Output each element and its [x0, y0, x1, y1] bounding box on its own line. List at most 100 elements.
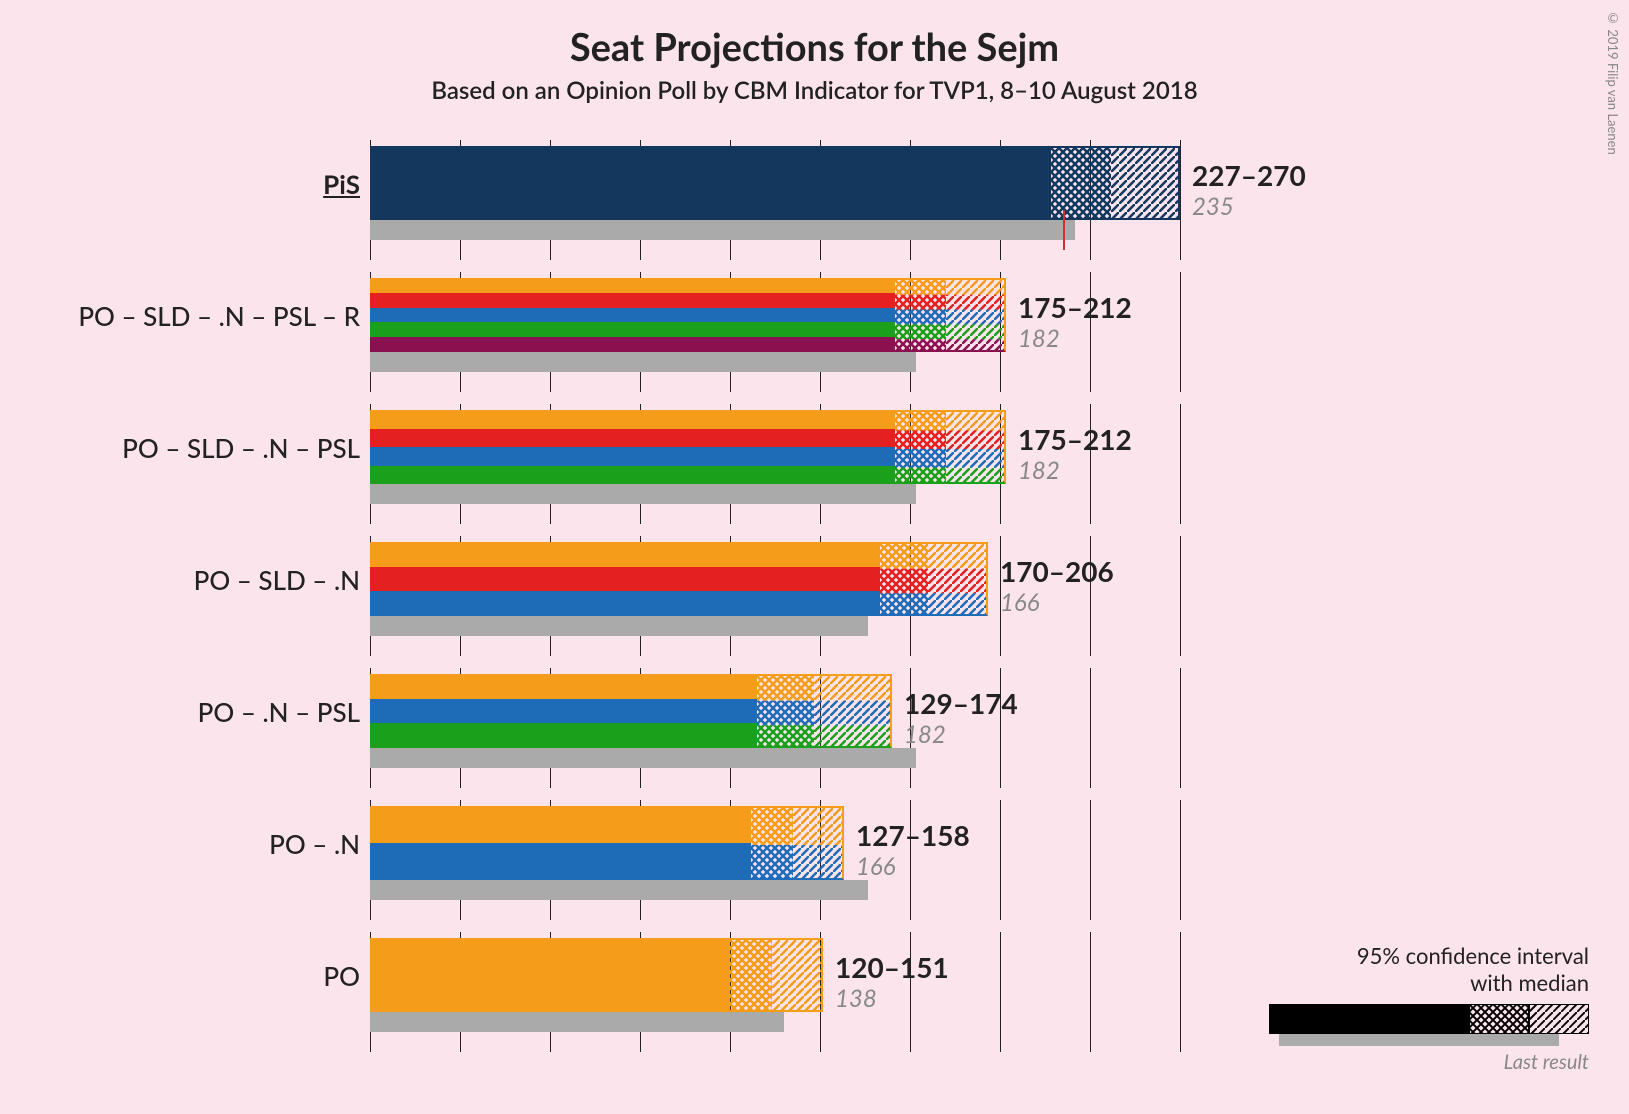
bar-stripe: [370, 699, 757, 724]
value-range-label: 120–151: [835, 950, 949, 984]
last-result-bar: [370, 880, 868, 900]
last-result-bar: [370, 616, 868, 636]
bar-solid: [370, 542, 880, 616]
chart-row: PO – SLD – .N – PSL175–212182: [370, 404, 1180, 524]
bar-diagonal: [1111, 146, 1180, 220]
gridline: [1180, 800, 1181, 920]
previous-value-label: 182: [1018, 324, 1060, 353]
bar-diagonal: [928, 542, 988, 616]
gridline: [1180, 140, 1181, 260]
bar-crosshatch: [730, 938, 772, 1012]
value-range-label: 175–212: [1018, 290, 1132, 324]
bar-solid: [370, 410, 895, 484]
value-range-label: 127–158: [856, 818, 970, 852]
bar-crosshatch: [895, 410, 946, 484]
bar-stripe: [370, 337, 895, 352]
gridline: [1000, 800, 1001, 920]
chart-title: Seat Projections for the Sejm: [0, 0, 1629, 70]
bar-stripe: [370, 466, 895, 485]
bar-stripe: [370, 278, 895, 293]
previous-value-label: 182: [1018, 456, 1060, 485]
previous-value-label: 138: [835, 984, 877, 1013]
bar-crosshatch: [757, 674, 814, 748]
bar-crosshatch: [751, 806, 793, 880]
chart-row: PO120–151138: [370, 932, 1180, 1052]
bar-diagonal: [814, 674, 892, 748]
bar-stripe: [370, 447, 895, 466]
value-range-label: 129–174: [904, 686, 1018, 720]
previous-value-label: 166: [1000, 588, 1040, 617]
gridline: [1180, 536, 1181, 656]
gridline: [1180, 932, 1181, 1052]
bar-stripe: [370, 591, 880, 616]
row-label: PO – .N: [269, 828, 360, 860]
chart-row: PO – .N127–158166: [370, 800, 1180, 920]
row-label: PO – SLD – .N – PSL – R: [78, 300, 360, 332]
legend-solid-segment: [1269, 1004, 1469, 1034]
chart-row: PO – SLD – .N – PSL – R175–212182: [370, 272, 1180, 392]
bar-stripe: [370, 674, 757, 699]
row-label: PO: [323, 960, 360, 992]
bar-stripe: [370, 723, 757, 748]
majority-threshold-line: [1063, 210, 1065, 250]
legend-last-result-bar: [1279, 1034, 1559, 1046]
chart-plot-area: PiS227–270235PO – SLD – .N – PSL – R175–…: [370, 140, 1180, 1060]
row-label: PO – SLD – .N: [194, 564, 360, 596]
legend-bar: [1269, 1004, 1589, 1048]
legend-diagonal-segment: [1529, 1004, 1589, 1034]
previous-value-label: 235: [1192, 192, 1234, 221]
bar-stripe: [370, 293, 895, 308]
bar-stripe: [370, 806, 751, 843]
gridline: [1090, 800, 1091, 920]
last-result-bar: [370, 484, 916, 504]
previous-value-label: 166: [856, 852, 896, 881]
bar-solid: [370, 146, 1051, 220]
bar-crosshatch: [880, 542, 928, 616]
chart-row: PiS227–270235: [370, 140, 1180, 260]
previous-value-label: 182: [904, 720, 946, 749]
bar-solid: [370, 938, 730, 1012]
copyright-text: © 2019 Filip van Laenen: [1605, 10, 1621, 155]
legend-title-line2: with median: [1470, 969, 1589, 996]
last-result-bar: [370, 352, 916, 372]
bar-stripe: [370, 542, 880, 567]
gridline: [1090, 932, 1091, 1052]
bar-diagonal: [793, 806, 844, 880]
bar-stripe: [370, 429, 895, 448]
gridline: [1000, 932, 1001, 1052]
last-result-bar: [370, 1012, 784, 1032]
bar-stripe: [370, 146, 1051, 220]
legend-crosshatch-segment: [1469, 1004, 1529, 1034]
gridline: [1180, 668, 1181, 788]
row-label: PO – .N – PSL: [198, 696, 360, 728]
bar-stripe: [370, 410, 895, 429]
bar-diagonal: [946, 278, 1006, 352]
bar-stripe: [370, 567, 880, 592]
bar-crosshatch: [895, 278, 946, 352]
gridline: [1180, 404, 1181, 524]
row-label: PiS: [323, 168, 360, 200]
legend-title: 95% confidence interval with median: [1229, 943, 1589, 996]
chart-row: PO – SLD – .N170–206166: [370, 536, 1180, 656]
bar-solid: [370, 674, 757, 748]
last-result-bar: [370, 220, 1075, 240]
bar-diagonal: [772, 938, 823, 1012]
legend-title-line1: 95% confidence interval: [1357, 942, 1589, 969]
bar-stripe: [370, 938, 730, 1012]
gridline: [1090, 668, 1091, 788]
last-result-bar: [370, 748, 916, 768]
gridline: [1180, 272, 1181, 392]
bar-solid: [370, 806, 751, 880]
bar-diagonal: [946, 410, 1006, 484]
bar-stripe: [370, 322, 895, 337]
row-label: PO – SLD – .N – PSL: [122, 432, 360, 464]
chart-subtitle: Based on an Opinion Poll by CBM Indicato…: [0, 70, 1629, 125]
value-range-label: 227–270: [1192, 158, 1306, 192]
value-range-label: 170–206: [1000, 554, 1114, 588]
bar-crosshatch: [1051, 146, 1111, 220]
legend-last-label: Last result: [1229, 1048, 1589, 1074]
bar-solid: [370, 278, 895, 352]
bar-stripe: [370, 308, 895, 323]
legend: 95% confidence interval with median Last…: [1229, 943, 1589, 1074]
bar-stripe: [370, 843, 751, 880]
